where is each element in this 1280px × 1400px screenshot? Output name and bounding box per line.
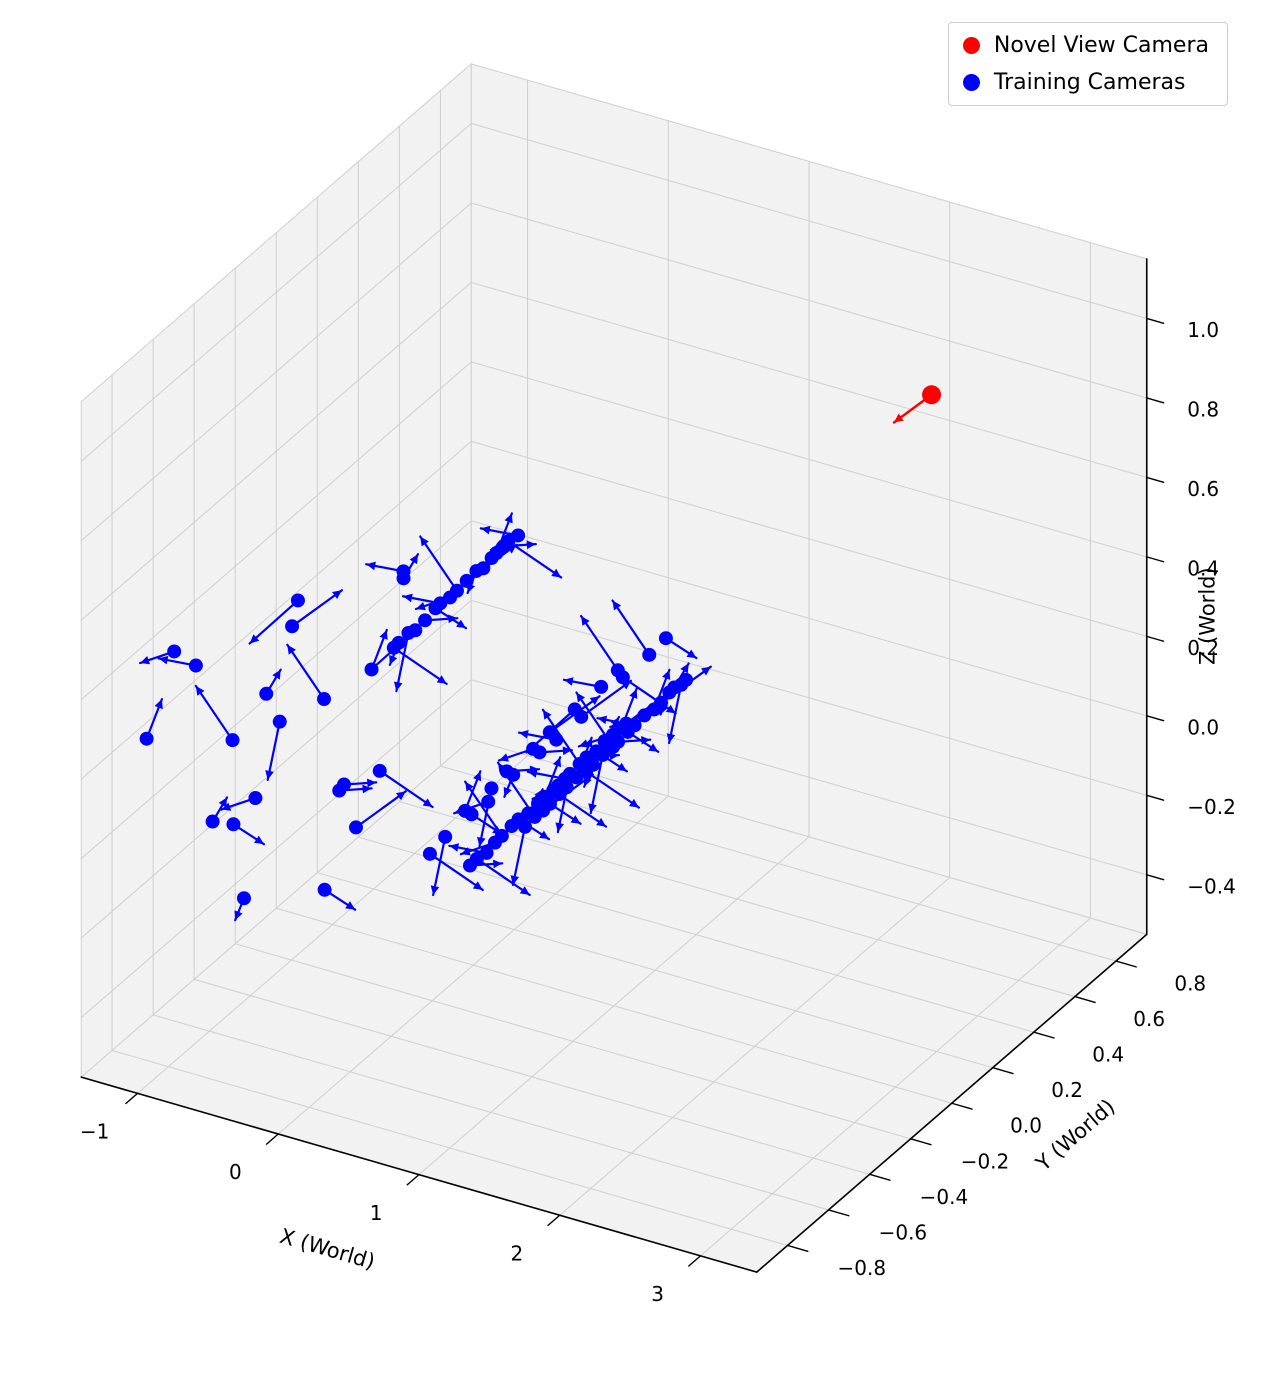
legend-entry-novel-view-camera: Novel View Camera [962,33,1209,58]
training-camera-point [272,714,287,729]
novel-view-camera-marker-icon [962,37,980,54]
x-axis-label: X (World) [277,1224,377,1274]
z-axis-label: Z (World) [1195,567,1219,665]
training-camera-point [667,680,682,695]
training-camera-point [459,573,474,588]
svg-text:1.0: 1.0 [1187,318,1219,342]
svg-text:−0.2: −0.2 [1187,795,1236,819]
svg-text:0.8: 0.8 [1174,971,1206,995]
svg-text:0.4: 0.4 [1187,557,1219,581]
training-camera-point [562,766,577,781]
training-camera-point [236,891,251,906]
training-camera-point [679,672,694,687]
training-camera-points [139,528,694,906]
training-camera-point [594,679,609,694]
training-cameras-marker-icon [962,74,980,91]
svg-text:0: 0 [229,1160,242,1184]
svg-text:−0.4: −0.4 [920,1185,969,1209]
training-camera-point [408,623,423,638]
svg-text:3: 3 [651,1282,664,1306]
training-camera-point [317,692,332,707]
svg-text:0.2: 0.2 [1051,1078,1083,1102]
training-camera-point [511,812,526,827]
training-camera-point [449,583,464,598]
y-axis-label: Y (World) [1031,1094,1120,1176]
training-camera-point [188,658,203,673]
novel-view-camera [892,385,942,424]
training-camera-point [658,631,673,646]
training-camera-point [542,725,557,740]
svg-text:−0.2: −0.2 [961,1149,1010,1173]
svg-text:2: 2 [510,1241,523,1265]
grid [80,79,1148,1257]
svg-text:−0.6: −0.6 [879,1220,928,1244]
novel-view-camera-point [922,385,942,405]
training-camera-point [476,561,491,576]
training-camera-point [501,534,516,549]
training-camera-point [537,789,552,804]
svg-text:0.6: 0.6 [1133,1007,1165,1031]
legend-label-training-cameras: Training Cameras [993,70,1186,95]
training-camera-point [458,803,473,818]
training-camera-point [489,546,504,561]
training-camera-point [433,596,448,611]
training-camera-point [396,564,411,579]
training-camera-point [418,613,433,628]
training-camera-point [438,829,453,844]
training-camera-point [600,742,615,757]
svg-text:0.0: 0.0 [1010,1114,1042,1138]
svg-text:0.6: 0.6 [1187,477,1219,501]
training-camera-point [139,731,154,746]
training-camera-point [167,644,182,659]
training-camera-point [484,781,499,796]
tick-labels: −10123−0.8−0.6−0.4−0.20.00.20.40.60.8−0.… [80,318,1236,1306]
svg-text:−0.8: −0.8 [838,1256,887,1280]
training-camera-point [391,635,406,650]
training-camera-point [619,716,634,731]
svg-text:0.2: 0.2 [1187,636,1219,660]
training-camera-point [259,686,274,701]
training-camera-point [285,619,300,634]
training-camera-point [372,763,387,778]
legend: Novel View Camera Training Cameras [947,22,1228,106]
training-camera-point [526,741,541,756]
training-camera-point [317,882,332,897]
training-camera-point [225,733,240,748]
training-camera-point [642,647,657,662]
svg-text:0.8: 0.8 [1187,398,1219,422]
training-camera-point [422,846,437,861]
training-camera-point [610,663,625,678]
svg-text:−0.4: −0.4 [1187,874,1236,898]
training-camera-point [469,851,484,866]
legend-label-novel-view-camera: Novel View Camera [993,33,1209,58]
training-camera-point [654,695,669,710]
training-camera-point [364,662,379,677]
training-camera-point [494,828,509,843]
training-camera-point [348,820,363,835]
svg-text:1: 1 [370,1201,383,1225]
svg-text:0.4: 0.4 [1092,1043,1124,1067]
svg-text:−1: −1 [80,1120,109,1144]
axes [80,258,1165,1273]
training-camera-point [481,794,496,809]
legend-entry-training-cameras: Training Cameras [962,70,1209,95]
training-camera-point [290,593,305,608]
svg-text:0.0: 0.0 [1187,716,1219,740]
training-camera-point [226,817,241,832]
training-camera-point [579,750,594,765]
training-camera-point [248,791,263,806]
training-camera-point [605,727,620,742]
training-camera-point [332,783,347,798]
training-camera-point [551,778,566,793]
training-camera-point [637,708,652,723]
training-camera-point [205,814,220,829]
training-camera-point [499,764,514,779]
training-camera-point [567,702,582,717]
